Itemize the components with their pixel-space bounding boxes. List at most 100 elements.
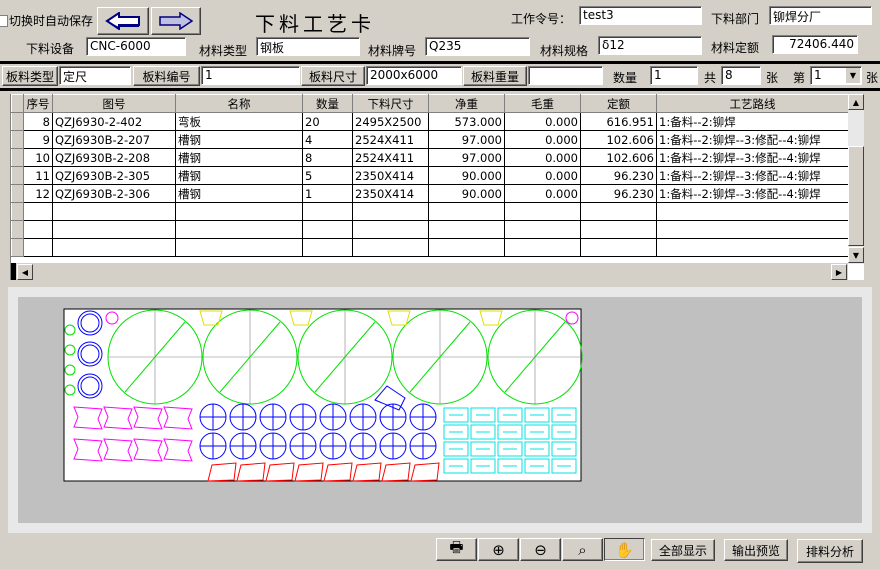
table-cell[interactable] <box>352 238 429 257</box>
table-cell[interactable]: 102.606 <box>580 148 657 167</box>
row-header[interactable] <box>11 220 24 239</box>
table-cell[interactable]: 9 <box>23 130 53 149</box>
column-header[interactable]: 毛重 <box>504 94 581 113</box>
table-cell[interactable] <box>580 220 657 239</box>
column-header[interactable]: 工艺路线 <box>656 94 849 113</box>
table-cell[interactable]: 2495X2500 <box>352 112 429 131</box>
table-cell[interactable] <box>23 238 53 257</box>
table-cell[interactable]: 0.000 <box>504 130 581 149</box>
zoom-window-button[interactable]: ⌕ <box>562 538 603 561</box>
table-cell[interactable]: 2350X414 <box>352 166 429 185</box>
table-cell[interactable] <box>302 220 353 239</box>
table-cell[interactable]: 弯板 <box>175 112 303 131</box>
table-cell[interactable] <box>52 220 176 239</box>
table-cell[interactable] <box>302 238 353 257</box>
table-row[interactable]: 9 QZJ6930B-2-207 槽钢 4 2524X411 97.000 0.000 102… <box>11 130 849 149</box>
sheet-type-field[interactable]: 定尺 <box>59 66 131 85</box>
table-cell[interactable]: QZJ6930B-2-207 <box>52 130 176 149</box>
table-cell[interactable] <box>23 202 53 221</box>
chevron-down-icon[interactable]: ▼ <box>846 68 860 83</box>
table-cell[interactable] <box>175 238 303 257</box>
table-cell[interactable]: 1:备料--2:铆焊 <box>656 112 849 131</box>
row-header[interactable] <box>11 202 24 221</box>
autosave-checkbox[interactable] <box>0 15 8 27</box>
table-cell[interactable] <box>428 202 505 221</box>
table-cell[interactable] <box>580 202 657 221</box>
table-cell[interactable]: QZJ6930B-2-306 <box>52 184 176 203</box>
table-cell[interactable]: 槽钢 <box>175 148 303 167</box>
table-cell[interactable]: 0.000 <box>504 112 581 131</box>
page-select[interactable]: 1 ▼ <box>810 66 862 85</box>
table-cell[interactable] <box>52 238 176 257</box>
table-cell[interactable]: 2524X411 <box>352 130 429 149</box>
table-cell[interactable]: 96.230 <box>580 166 657 185</box>
table-cell[interactable]: 20 <box>302 112 353 131</box>
work-order-field[interactable]: test3 <box>579 6 702 25</box>
prev-button[interactable] <box>97 7 149 35</box>
scroll-down-button[interactable]: ▼ <box>848 247 864 263</box>
table-row[interactable] <box>11 220 849 239</box>
material-spec-field[interactable]: δ12 <box>598 36 702 55</box>
table-cell[interactable] <box>352 220 429 239</box>
column-header[interactable]: 下料尺寸 <box>352 94 429 113</box>
equipment-field[interactable]: CNC-6000 <box>86 37 186 56</box>
table-cell[interactable]: 90.000 <box>428 166 505 185</box>
table-cell[interactable]: 102.606 <box>580 130 657 149</box>
row-header[interactable] <box>11 130 24 149</box>
sheet-weight-field[interactable] <box>528 66 603 85</box>
table-cell[interactable] <box>23 220 53 239</box>
row-header[interactable] <box>11 238 24 257</box>
table-cell[interactable]: 10 <box>23 148 53 167</box>
row-header[interactable] <box>11 184 24 203</box>
table-cell[interactable]: 0.000 <box>504 148 581 167</box>
table-cell[interactable]: 573.000 <box>428 112 505 131</box>
table-cell[interactable]: 槽钢 <box>175 184 303 203</box>
dept-field[interactable]: 铆焊分厂 <box>769 6 872 25</box>
table-cell[interactable]: 97.000 <box>428 148 505 167</box>
table-cell[interactable]: 4 <box>302 130 353 149</box>
nesting-analysis-button[interactable]: 排料分析 <box>797 539 863 563</box>
table-cell[interactable]: 1:备料--2:铆焊--3:修配--4:铆焊 <box>656 166 849 185</box>
sheet-number-field[interactable]: 1 <box>201 66 300 85</box>
table-cell[interactable]: 12 <box>23 184 53 203</box>
scroll-left-button[interactable]: ◀ <box>17 264 33 280</box>
scroll-up-button[interactable]: ▲ <box>848 94 864 110</box>
table-row[interactable]: 8 QZJ6930-2-402 弯板 20 2495X2500 573.000 0.000 6… <box>11 112 849 131</box>
table-cell[interactable]: 2350X414 <box>352 184 429 203</box>
table-cell[interactable]: 8 <box>302 148 353 167</box>
table-row[interactable] <box>11 202 849 221</box>
table-cell[interactable] <box>428 238 505 257</box>
scroll-thumb[interactable] <box>848 146 864 246</box>
table-cell[interactable]: QZJ6930-2-402 <box>52 112 176 131</box>
table-cell[interactable]: QZJ6930B-2-208 <box>52 148 176 167</box>
table-cell[interactable]: 11 <box>23 166 53 185</box>
table-cell[interactable] <box>580 238 657 257</box>
column-header[interactable]: 名称 <box>175 94 303 113</box>
table-cell[interactable]: 1:备料--2:铆焊--3:修配--4:铆焊 <box>656 184 849 203</box>
table-cell[interactable]: 1:备料--2:铆焊--3:修配--4:铆焊 <box>656 148 849 167</box>
nesting-canvas[interactable] <box>18 297 862 523</box>
table-cell[interactable] <box>352 202 429 221</box>
table-cell[interactable]: 1 <box>302 184 353 203</box>
table-cell[interactable] <box>504 220 581 239</box>
table-row[interactable]: 11 QZJ6930B-2-305 槽钢 5 2350X414 90.000 0.000 96… <box>11 166 849 185</box>
table-cell[interactable] <box>175 220 303 239</box>
material-grade-field[interactable]: Q235 <box>425 37 530 56</box>
printer-button[interactable]: 🖶 <box>436 538 477 561</box>
column-header[interactable]: 定额 <box>580 94 657 113</box>
horizontal-scrollbar[interactable] <box>11 263 848 280</box>
table-cell[interactable] <box>656 220 849 239</box>
column-header[interactable]: 图号 <box>52 94 176 113</box>
show-all-button[interactable]: 全部显示 <box>651 539 715 561</box>
column-header[interactable]: 净重 <box>428 94 505 113</box>
table-cell[interactable] <box>302 202 353 221</box>
table-cell[interactable] <box>52 202 176 221</box>
table-cell[interactable]: 8 <box>23 112 53 131</box>
zoom-out-button[interactable]: ⊖ <box>520 538 561 561</box>
table-cell[interactable] <box>175 202 303 221</box>
scroll-right-button[interactable]: ▶ <box>831 264 847 280</box>
sheet-size-field[interactable]: 2000x6000 <box>366 66 462 85</box>
column-header[interactable]: 数量 <box>302 94 353 113</box>
table-row[interactable]: 10 QZJ6930B-2-208 槽钢 8 2524X411 97.000 0.000 10… <box>11 148 849 167</box>
table-row[interactable]: 12 QZJ6930B-2-306 槽钢 1 2350X414 90.000 0.000 96… <box>11 184 849 203</box>
